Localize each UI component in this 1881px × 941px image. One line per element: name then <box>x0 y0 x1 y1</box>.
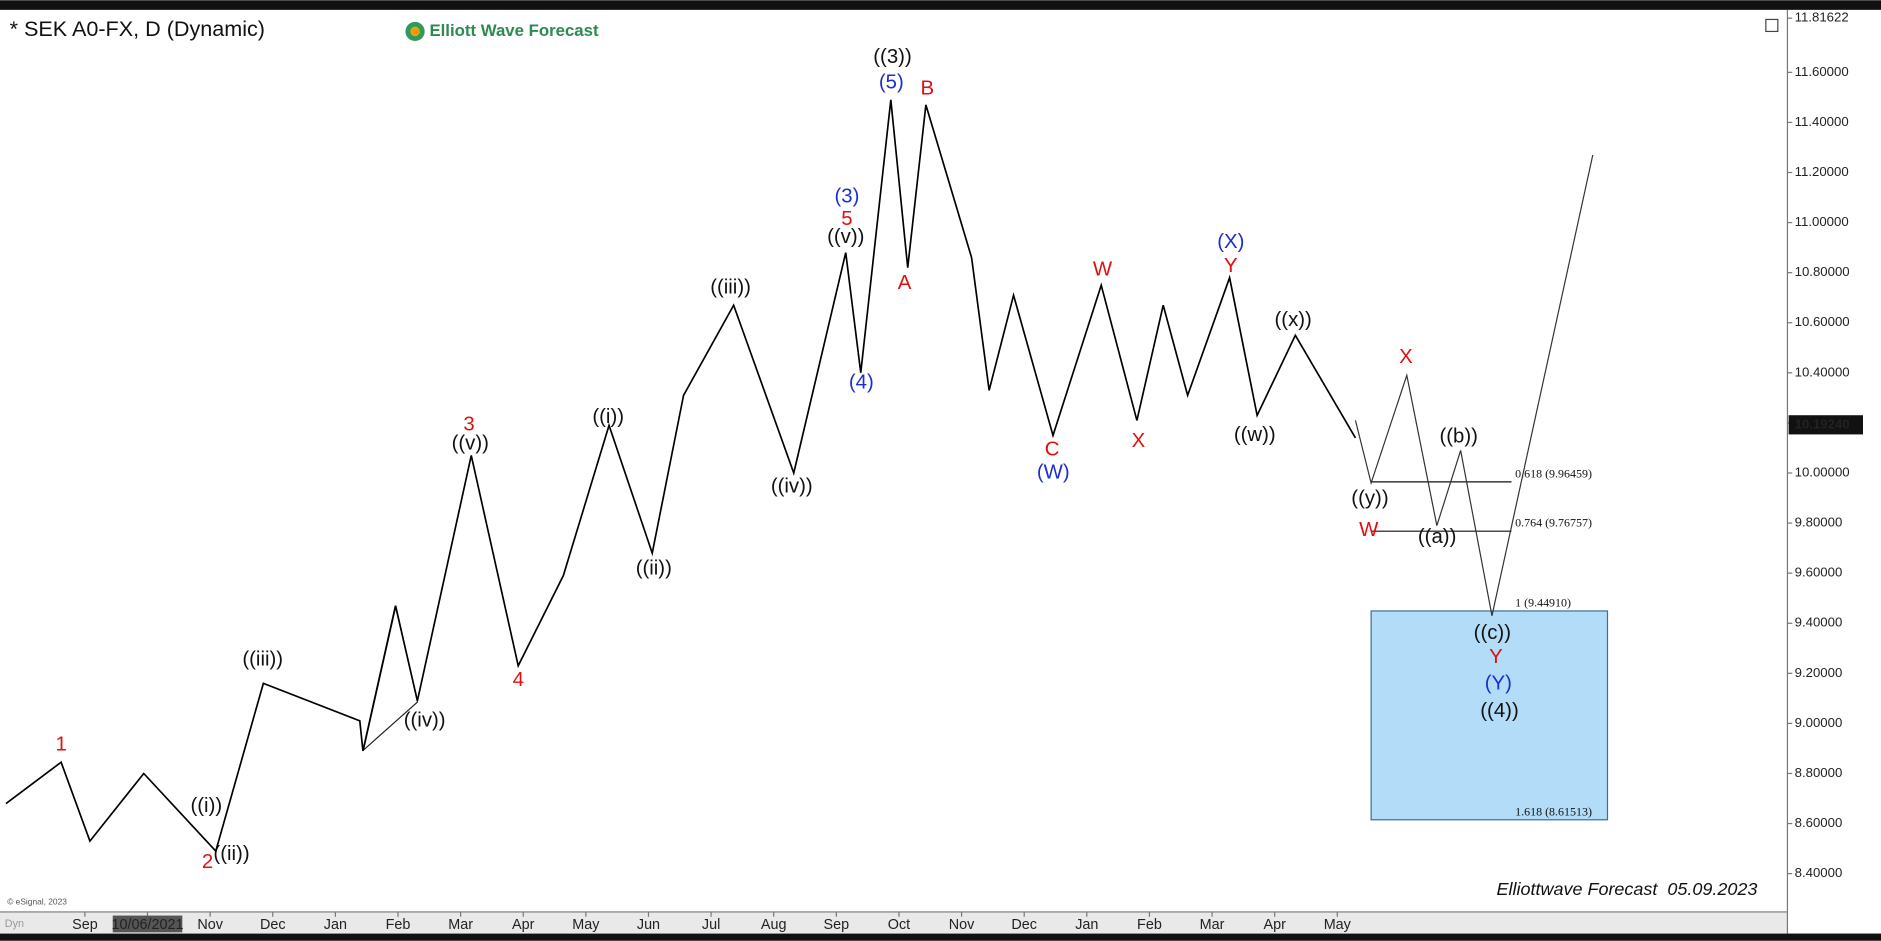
x-tick-label: Mar <box>448 917 473 933</box>
bottom-border <box>0 933 1881 941</box>
wave-label: ((i)) <box>592 406 624 428</box>
wave-label: (5) <box>879 71 904 93</box>
y-tick-label: 9.80000 <box>1795 515 1843 530</box>
x-tick-label: Apr <box>1263 917 1286 933</box>
wave-label: (Y) <box>1485 672 1512 694</box>
y-tick-label: 9.40000 <box>1795 615 1843 630</box>
wave-label: 3 <box>463 413 474 435</box>
projection-line <box>1354 154 1594 616</box>
last-price-box <box>1788 415 1864 435</box>
y-tick-label: 8.40000 <box>1795 865 1843 880</box>
y-tick-label: 9.00000 <box>1795 715 1843 730</box>
y-tick-label: 8.80000 <box>1795 765 1843 780</box>
wave-label: ((iv)) <box>771 476 813 498</box>
x-tick-label: Feb <box>386 917 411 933</box>
wave-label: ((y)) <box>1351 488 1388 510</box>
wave-label: ((v)) <box>452 432 489 454</box>
x-tick-label: Sep <box>72 917 98 933</box>
x-tick-highlight <box>112 915 183 933</box>
footer: Elliottwave Forecast 05.09.2023 <box>1497 879 1758 899</box>
y-tick-label: 10.40000 <box>1795 364 1850 379</box>
y-tick-label: 10.80000 <box>1795 264 1850 279</box>
wave-label: B <box>921 77 935 99</box>
wave-label: W <box>1093 259 1113 281</box>
x-tick-label: Nov <box>949 917 975 933</box>
y-tick-label: 9.60000 <box>1795 565 1843 580</box>
wave-label: (3) <box>834 185 859 207</box>
wave-label: ((ii)) <box>213 843 249 865</box>
wave-label: 2 <box>202 851 213 873</box>
wave-label: ((4)) <box>1480 700 1518 722</box>
wave-label: 4 <box>513 669 524 691</box>
y-tick-label: 11.00000 <box>1795 214 1849 229</box>
wave-label: A <box>898 272 912 294</box>
x-tick-label: Dec <box>1011 917 1037 933</box>
wave-label: ((a)) <box>1418 526 1456 548</box>
logo-text: Elliott Wave Forecast <box>429 21 599 40</box>
wave-label: ((x)) <box>1275 309 1312 331</box>
fib-label: 1 (9.44910) <box>1515 595 1571 609</box>
high-marker-label: 11.81622 <box>1795 10 1849 25</box>
logo-icon-inner <box>410 26 420 37</box>
wave-label: ((iii)) <box>242 648 283 670</box>
wave-labels: ((3)) ((v)) ((v)) ((i)) ((i)) ((ii)) ((i… <box>56 46 1519 873</box>
wave-label: C <box>1045 438 1060 460</box>
wave-label: W <box>1359 519 1379 541</box>
x-tick-label: Oct <box>888 917 910 933</box>
x-tick-label: Jul <box>702 917 720 933</box>
fib-label: 0.618 (9.96459) <box>1515 466 1592 480</box>
x-tick-label: Feb <box>1137 917 1162 933</box>
wave-label: (W) <box>1037 461 1070 483</box>
x-tick-label: Jun <box>637 917 660 933</box>
wave-label: (X) <box>1217 231 1244 253</box>
last-price-label: 10.19240 <box>1795 416 1850 431</box>
x-tick-label: Mar <box>1200 917 1225 933</box>
x-tick-label: May <box>572 917 600 933</box>
wave-label: ((i)) <box>190 795 222 817</box>
window-icon[interactable] <box>1765 18 1779 33</box>
wave-label: Y <box>1489 646 1503 668</box>
x-tick-label: Jan <box>324 917 347 933</box>
wave-label: ((iii)) <box>710 277 751 299</box>
y-tick-label: 10.60000 <box>1795 314 1850 329</box>
wave-label: (4) <box>849 371 874 393</box>
wave-label: ((w)) <box>1234 424 1276 446</box>
x-tick-label: Nov <box>197 917 223 933</box>
x-axis-strip <box>0 911 1788 934</box>
wave-label: ((c)) <box>1474 622 1511 644</box>
wave-label: X <box>1399 346 1413 368</box>
fib-label: 0.764 (9.76757) <box>1515 516 1592 530</box>
y-tick-label: 11.60000 <box>1795 64 1849 79</box>
wave-label: ((ii)) <box>636 557 672 579</box>
price-line <box>5 99 1357 853</box>
corner-label: Dyn <box>5 918 24 930</box>
x-tick-label: 10/06/2021 <box>112 917 184 933</box>
x-tick-label: Jan <box>1075 917 1098 933</box>
wave-label: 1 <box>56 734 67 756</box>
y-tick-label: 11.40000 <box>1795 114 1849 129</box>
y-tick-label: 10.00000 <box>1795 464 1850 479</box>
wave-label: 5 <box>841 208 852 230</box>
x-tick-label: Aug <box>761 917 787 933</box>
target-box <box>1370 610 1609 821</box>
wave-label: ((iv)) <box>404 710 446 732</box>
y-tick-label: 11.20000 <box>1795 164 1849 179</box>
wave-label: ((b)) <box>1439 425 1477 447</box>
wave-label: X <box>1132 430 1146 452</box>
wave-label: ((v)) <box>827 226 864 248</box>
chart-title: * SEK A0-FX, D (Dynamic) <box>10 16 265 41</box>
fib-label: 1.618 (8.61513) <box>1515 804 1592 818</box>
y-tick-label: 8.60000 <box>1795 815 1843 830</box>
wave-label: Y <box>1224 255 1238 277</box>
x-tick-label: Apr <box>512 917 535 933</box>
copyright: © eSignal, 2023 <box>7 897 67 907</box>
y-tick-label: 9.20000 <box>1795 665 1843 680</box>
wave-label: ((3)) <box>873 46 911 68</box>
top-border <box>0 0 1881 10</box>
x-tick-label: May <box>1324 917 1352 933</box>
x-tick-label: Sep <box>824 917 850 933</box>
x-tick-label: Dec <box>260 917 286 933</box>
